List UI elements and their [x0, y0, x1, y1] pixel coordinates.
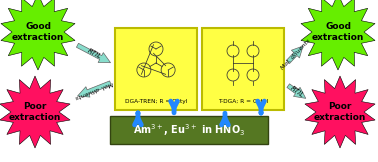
Text: Mol. diluents: Mol. diluents [74, 80, 113, 99]
Text: DGA-TREN; R = Octyl: DGA-TREN; R = Octyl [125, 99, 187, 104]
Polygon shape [0, 76, 70, 148]
Text: Am$^{3+}$, Eu$^{3+}$ in HNO$_3$: Am$^{3+}$, Eu$^{3+}$ in HNO$_3$ [133, 122, 245, 138]
Text: Good
extraction: Good extraction [12, 22, 64, 42]
Polygon shape [1, 0, 75, 70]
FancyBboxPatch shape [115, 28, 197, 110]
Text: RTIL: RTIL [86, 48, 102, 60]
Text: Mol. diluents: Mol. diluents [280, 38, 311, 70]
Text: T-DGA; R = Octyl: T-DGA; R = Octyl [218, 99, 268, 104]
Text: Good
extraction: Good extraction [312, 22, 364, 42]
Polygon shape [301, 0, 375, 70]
Text: RTIL: RTIL [289, 85, 305, 99]
Text: Poor
extraction: Poor extraction [314, 102, 366, 122]
Polygon shape [305, 76, 375, 148]
FancyBboxPatch shape [202, 28, 284, 110]
Text: Poor
extraction: Poor extraction [9, 102, 61, 122]
FancyBboxPatch shape [110, 116, 268, 144]
